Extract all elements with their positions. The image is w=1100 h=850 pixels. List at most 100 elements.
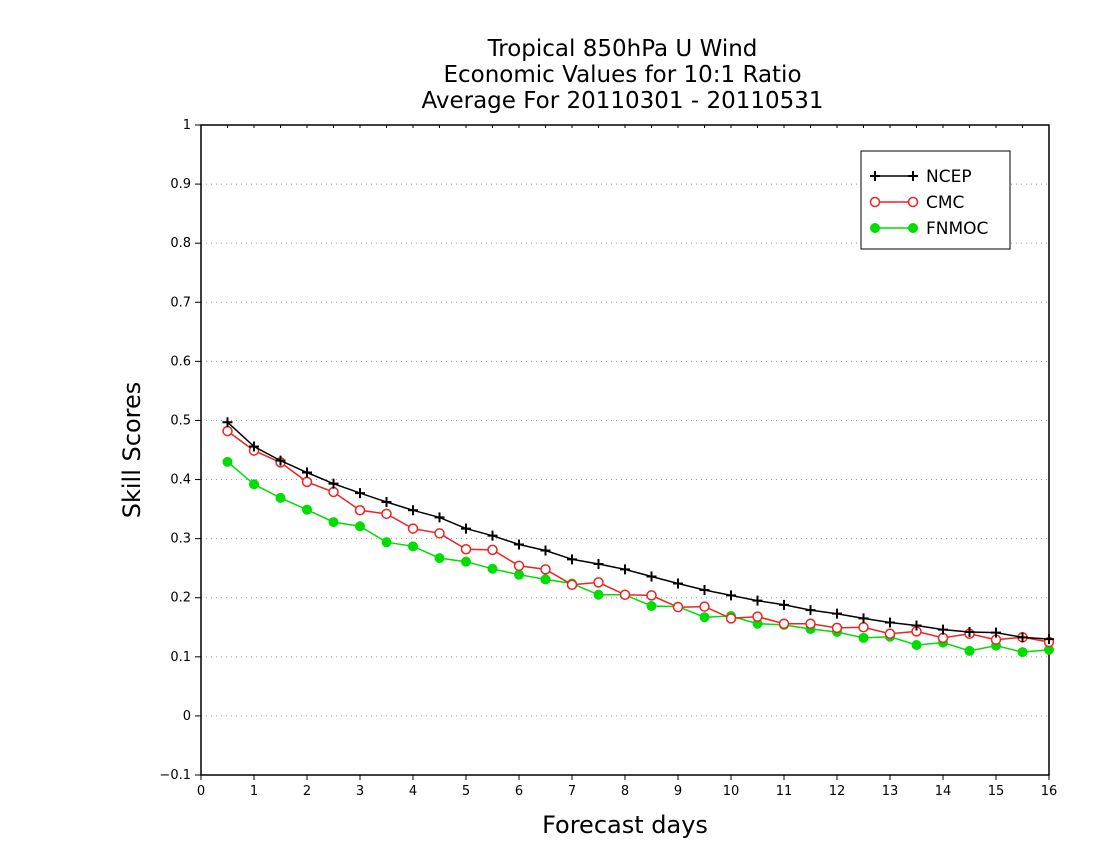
- data-point-cmc: [593, 577, 604, 588]
- data-point-fnmoc: [302, 504, 312, 515]
- legend-marker: [870, 171, 880, 181]
- x-tick-label: 11: [776, 784, 793, 799]
- data-point-fnmoc: [911, 640, 922, 650]
- data-point-cmc: [222, 425, 233, 437]
- series-ncep: [222, 417, 1054, 645]
- data-point-ncep: [222, 417, 233, 428]
- data-point-ncep: [1017, 632, 1028, 643]
- data-point-ncep: [673, 578, 683, 589]
- data-point-ncep: [328, 478, 339, 489]
- data-point-cmc: [434, 528, 445, 539]
- x-tick-label: 6: [515, 784, 523, 799]
- data-point-cmc: [301, 476, 313, 488]
- data-point-ncep: [381, 497, 392, 507]
- legend-label: NCEP: [926, 167, 972, 187]
- legend-marker: [908, 171, 918, 181]
- data-point-fnmoc: [328, 517, 339, 528]
- data-point-fnmoc: [858, 632, 869, 643]
- axis-ticks: −0.100.10.20.30.40.50.60.70.80.910 1 2 3 4 5 6…: [159, 118, 1057, 799]
- y-tick-label: 0: [183, 709, 191, 724]
- x-tick-label: 8: [621, 784, 629, 799]
- y-tick-label: 0.4: [170, 473, 191, 488]
- x-tick-label: 9: [674, 784, 682, 799]
- legend-marker: [908, 223, 918, 233]
- data-point-cmc: [699, 601, 710, 612]
- x-axis-label: Forecast days: [542, 811, 708, 839]
- data-point-cmc: [487, 544, 498, 556]
- data-point-ncep: [434, 512, 445, 523]
- legend-label: CMC: [926, 193, 964, 213]
- data-point-ncep: [911, 620, 922, 631]
- x-tick-label: 12: [829, 784, 846, 799]
- series-lines: [222, 417, 1055, 658]
- data-point-ncep: [514, 539, 524, 550]
- data-point-fnmoc: [461, 556, 471, 567]
- data-point-ncep: [779, 599, 789, 610]
- y-tick-label: 0.1: [170, 650, 191, 665]
- data-point-fnmoc: [381, 537, 392, 548]
- data-point-ncep: [487, 530, 498, 541]
- data-point-fnmoc: [964, 645, 975, 656]
- data-point-fnmoc: [514, 569, 524, 580]
- data-point-cmc: [513, 560, 525, 572]
- legend-marker: [907, 196, 919, 208]
- data-point-ncep: [964, 627, 975, 637]
- y-tick-label: 0.2: [170, 591, 191, 606]
- chart-title-line-2: Economic Values for 10:1 Ratio: [443, 62, 802, 88]
- data-point-cmc: [884, 628, 896, 640]
- series-line-cmc: [227, 430, 1050, 643]
- legend-marker: [869, 196, 881, 208]
- legend-label: FNMOC: [926, 219, 988, 239]
- data-point-ncep: [646, 571, 657, 582]
- x-tick-label: 13: [882, 784, 899, 799]
- chart-title-line-1: Tropical 850hPa U Wind: [487, 36, 758, 62]
- data-point-cmc: [858, 622, 869, 633]
- data-point-fnmoc: [487, 563, 498, 574]
- series-line-ncep: [226, 421, 1050, 640]
- x-tick-label: 1: [250, 784, 258, 799]
- y-axis-label: Skill Scores: [118, 382, 146, 519]
- x-tick-label: 2: [303, 784, 311, 799]
- data-point-ncep: [991, 627, 1001, 638]
- data-point-cmc: [778, 618, 790, 629]
- data-point-fnmoc: [222, 456, 233, 467]
- y-tick-label: 1: [183, 118, 191, 133]
- series-cmc: [222, 425, 1055, 648]
- y-tick-label: 0.6: [170, 354, 191, 369]
- data-point-ncep: [699, 585, 710, 596]
- data-point-fnmoc: [408, 541, 418, 552]
- data-point-cmc: [381, 508, 392, 520]
- x-tick-label: 7: [568, 784, 576, 799]
- x-tick-label: 5: [462, 784, 470, 799]
- legend: NCEP CMC FNMOC: [860, 150, 1011, 250]
- x-tick-label: 3: [356, 784, 364, 799]
- data-point-cmc: [460, 544, 472, 555]
- x-tick-label: 16: [1041, 784, 1058, 799]
- x-tick-label: 15: [988, 784, 1005, 799]
- data-point-ncep: [593, 559, 604, 570]
- data-point-fnmoc: [434, 553, 445, 564]
- y-tick-label: 0.9: [170, 177, 191, 192]
- data-point-ncep: [540, 545, 551, 556]
- legend-item-ncep: NCEP: [870, 167, 972, 187]
- data-point-cmc: [752, 611, 763, 622]
- data-point-cmc: [672, 601, 684, 613]
- data-point-ncep: [885, 617, 895, 628]
- y-tick-label: 0.3: [170, 532, 191, 547]
- data-point-fnmoc: [355, 521, 365, 532]
- data-point-ncep: [805, 605, 816, 616]
- data-point-ncep: [752, 595, 763, 606]
- x-tick-label: 10: [723, 784, 740, 799]
- data-point-ncep: [355, 488, 365, 499]
- grid-lines: [201, 183, 1049, 717]
- series-fnmoc: [222, 456, 1054, 658]
- data-point-ncep: [1044, 634, 1054, 645]
- x-tick-label: 14: [935, 784, 952, 799]
- data-point-cmc: [566, 579, 578, 590]
- data-point-fnmoc: [646, 601, 657, 611]
- y-tick-label: 0.7: [170, 295, 191, 310]
- y-tick-label: 0.8: [170, 236, 191, 251]
- data-point-ncep: [408, 505, 418, 516]
